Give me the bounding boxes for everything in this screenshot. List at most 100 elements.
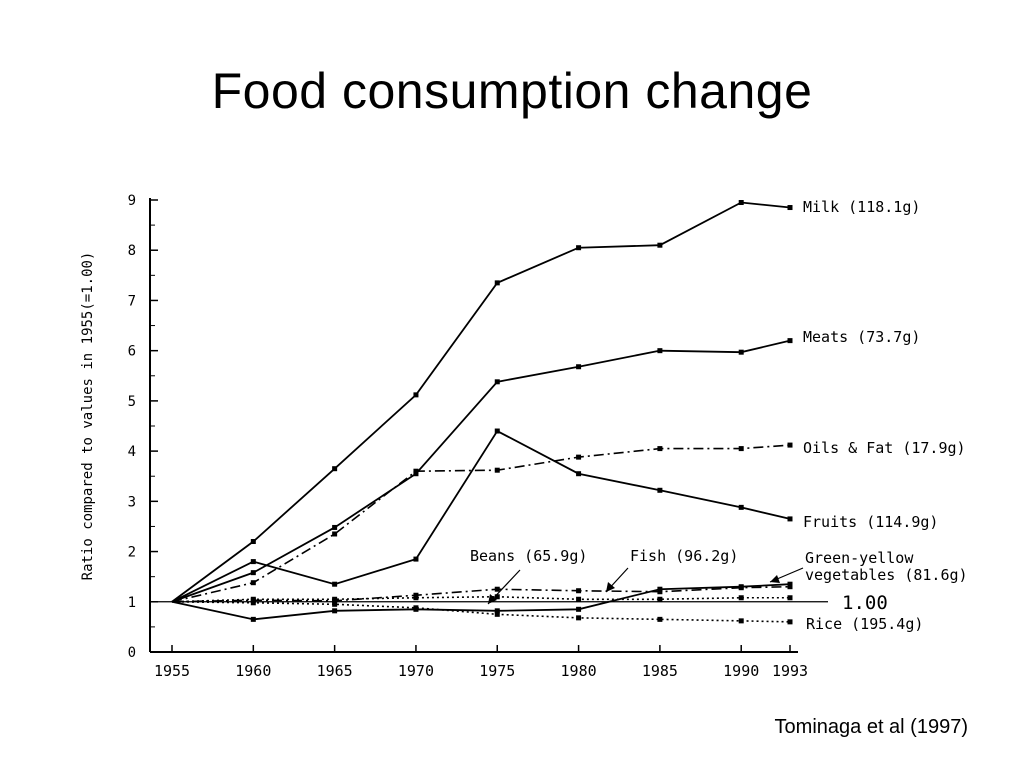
y-tick-label: 7 bbox=[128, 293, 136, 309]
label-rice: Rice (195.4g) bbox=[806, 615, 923, 633]
reference-label: 1.00 bbox=[842, 592, 888, 614]
data-point bbox=[413, 468, 419, 474]
data-point bbox=[576, 245, 582, 251]
data-point bbox=[332, 466, 338, 472]
data-point bbox=[787, 581, 793, 587]
y-tick-label: 2 bbox=[128, 545, 136, 561]
y-tick-label: 0 bbox=[128, 645, 136, 661]
data-point bbox=[413, 592, 419, 598]
data-point bbox=[576, 615, 582, 621]
data-point bbox=[576, 454, 582, 460]
annotations: Milk (118.1g) Meats (73.7g) Oils & Fat (17… bbox=[470, 198, 968, 633]
data-point bbox=[250, 600, 256, 606]
data-point bbox=[332, 601, 338, 607]
label-fish: Fish (96.2g) bbox=[630, 547, 738, 565]
series-line-fish bbox=[171, 595, 790, 603]
data-point bbox=[657, 348, 663, 354]
data-point bbox=[332, 608, 338, 614]
x-tick-label: 1980 bbox=[561, 662, 597, 680]
data-point bbox=[413, 556, 419, 562]
series-line-oils-fat bbox=[171, 444, 791, 603]
data-point bbox=[250, 570, 256, 576]
data-point bbox=[413, 471, 419, 477]
fish-arrowhead bbox=[606, 582, 615, 592]
axes bbox=[149, 198, 798, 653]
data-point bbox=[494, 467, 500, 473]
data-point bbox=[657, 596, 663, 602]
data-point bbox=[494, 586, 500, 592]
ticks: 0 1 2 3 4 5 6 7 8 9 1955 1960 1965 1970 1975 1980 1985 19… bbox=[80, 193, 808, 680]
label-green-yellow-2: vegetables (81.6g) bbox=[805, 566, 968, 584]
label-green-yellow-1: Green-yellow bbox=[805, 549, 914, 567]
x-tick-label: 1990 bbox=[723, 662, 759, 680]
data-point bbox=[250, 539, 256, 545]
x-tick-label: 1993 bbox=[772, 662, 808, 680]
data-point bbox=[657, 586, 663, 592]
data-point bbox=[657, 589, 663, 595]
beans-arrowhead bbox=[488, 594, 497, 604]
x-tick-label: 1955 bbox=[154, 662, 190, 680]
label-beans: Beans (65.9g) bbox=[470, 547, 587, 565]
y-tick-label: 5 bbox=[128, 394, 136, 410]
data-point bbox=[576, 471, 582, 477]
data-point bbox=[576, 606, 582, 612]
y-tick-label: 9 bbox=[128, 193, 136, 209]
data-point bbox=[494, 594, 500, 600]
series-line-beans bbox=[171, 585, 791, 603]
data-point bbox=[332, 581, 338, 587]
data-point bbox=[657, 487, 663, 493]
data-point bbox=[332, 531, 338, 537]
data-point bbox=[787, 595, 793, 601]
x-tick-label: 1985 bbox=[642, 662, 678, 680]
label-fruits: Fruits (114.9g) bbox=[803, 513, 938, 531]
data-point bbox=[738, 446, 744, 452]
data-point bbox=[250, 616, 256, 622]
y-tick-label: 1 bbox=[128, 595, 136, 611]
data-point bbox=[413, 392, 419, 398]
data-point bbox=[787, 516, 793, 522]
data-point bbox=[738, 618, 744, 624]
label-milk: Milk (118.1g) bbox=[803, 198, 920, 216]
data-point bbox=[332, 524, 338, 530]
data-point bbox=[250, 596, 256, 602]
data-point bbox=[494, 280, 500, 286]
data-point bbox=[494, 428, 500, 434]
data-point bbox=[657, 616, 663, 622]
label-meats: Meats (73.7g) bbox=[803, 328, 920, 346]
data-point bbox=[250, 559, 256, 565]
label-oils-fat: Oils & Fat (17.9g) bbox=[803, 439, 966, 457]
markers bbox=[250, 200, 793, 625]
data-point bbox=[787, 584, 793, 590]
series-line-fruits bbox=[171, 429, 791, 603]
x-tick-label: 1965 bbox=[317, 662, 353, 680]
y-tick-label: 3 bbox=[128, 494, 136, 510]
data-point bbox=[576, 588, 582, 594]
data-point bbox=[494, 608, 500, 614]
data-point bbox=[250, 580, 256, 586]
citation: Tominaga et al (1997) bbox=[774, 716, 968, 738]
data-point bbox=[413, 605, 419, 611]
data-point bbox=[787, 205, 793, 211]
x-tick-label: 1970 bbox=[398, 662, 434, 680]
x-tick-label: 1975 bbox=[479, 662, 515, 680]
data-point bbox=[494, 611, 500, 617]
data-point bbox=[332, 596, 338, 602]
data-point bbox=[494, 379, 500, 385]
slide-title: Food consumption change bbox=[211, 63, 813, 119]
y-axis-label: Ratio compared to values in 1955(=1.00) bbox=[80, 252, 96, 581]
data-point bbox=[787, 619, 793, 625]
data-point bbox=[738, 200, 744, 206]
data-point bbox=[413, 595, 419, 601]
green-yellow-arrowhead bbox=[770, 575, 780, 583]
y-tick-label: 4 bbox=[128, 444, 136, 460]
series-line-milk bbox=[171, 201, 791, 603]
data-point bbox=[738, 504, 744, 510]
data-point bbox=[787, 442, 793, 448]
data-point bbox=[738, 584, 744, 590]
y-tick-label: 8 bbox=[128, 243, 136, 259]
data-point bbox=[576, 596, 582, 602]
data-point bbox=[738, 595, 744, 601]
line-chart: 0 1 2 3 4 5 6 7 8 9 1955 1960 1965 1970 1975 1980 1985 19… bbox=[80, 193, 968, 680]
data-point bbox=[576, 364, 582, 370]
data-point bbox=[738, 349, 744, 355]
